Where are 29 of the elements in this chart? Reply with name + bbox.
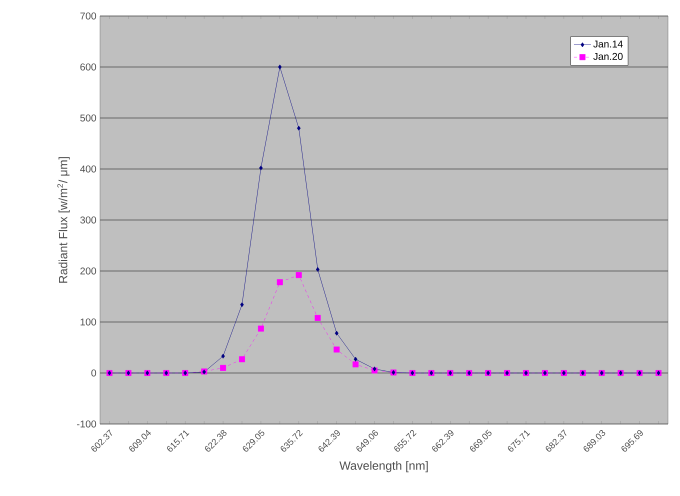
x-axis-title: Wavelength [nm]	[339, 461, 428, 472]
y-tick-label: 600	[80, 63, 96, 71]
point	[314, 314, 321, 321]
point	[220, 364, 226, 371]
y-tick-label: 700	[80, 12, 96, 20]
y-tick-label: 100	[80, 318, 96, 326]
y-tick-label: 400	[80, 165, 96, 173]
point	[354, 356, 358, 362]
point	[352, 361, 359, 368]
point	[316, 267, 320, 272]
y-tick-label: 300	[80, 216, 96, 224]
point	[259, 166, 263, 170]
point	[296, 126, 301, 131]
point	[296, 272, 302, 278]
point	[278, 64, 282, 70]
point	[334, 330, 339, 336]
legend-label: Jan.20	[593, 52, 623, 60]
y-axis-title: Radiant Flux [w/m$^{2}$/ μm]	[57, 157, 70, 283]
point	[276, 279, 283, 286]
y-tick-label: 500	[80, 114, 96, 122]
point	[221, 354, 225, 359]
y-tick-label: -100	[76, 420, 96, 428]
point	[240, 302, 244, 308]
y-tick-label: 0	[91, 369, 96, 377]
point	[239, 356, 245, 362]
point	[334, 346, 340, 353]
legend-label: Jan.14	[593, 40, 623, 48]
point	[258, 326, 264, 332]
y-tick-label: 200	[80, 267, 96, 275]
